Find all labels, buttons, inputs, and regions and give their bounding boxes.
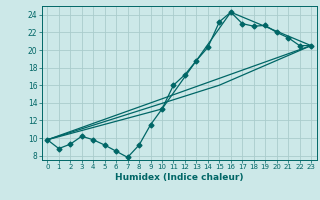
X-axis label: Humidex (Indice chaleur): Humidex (Indice chaleur) bbox=[115, 173, 244, 182]
